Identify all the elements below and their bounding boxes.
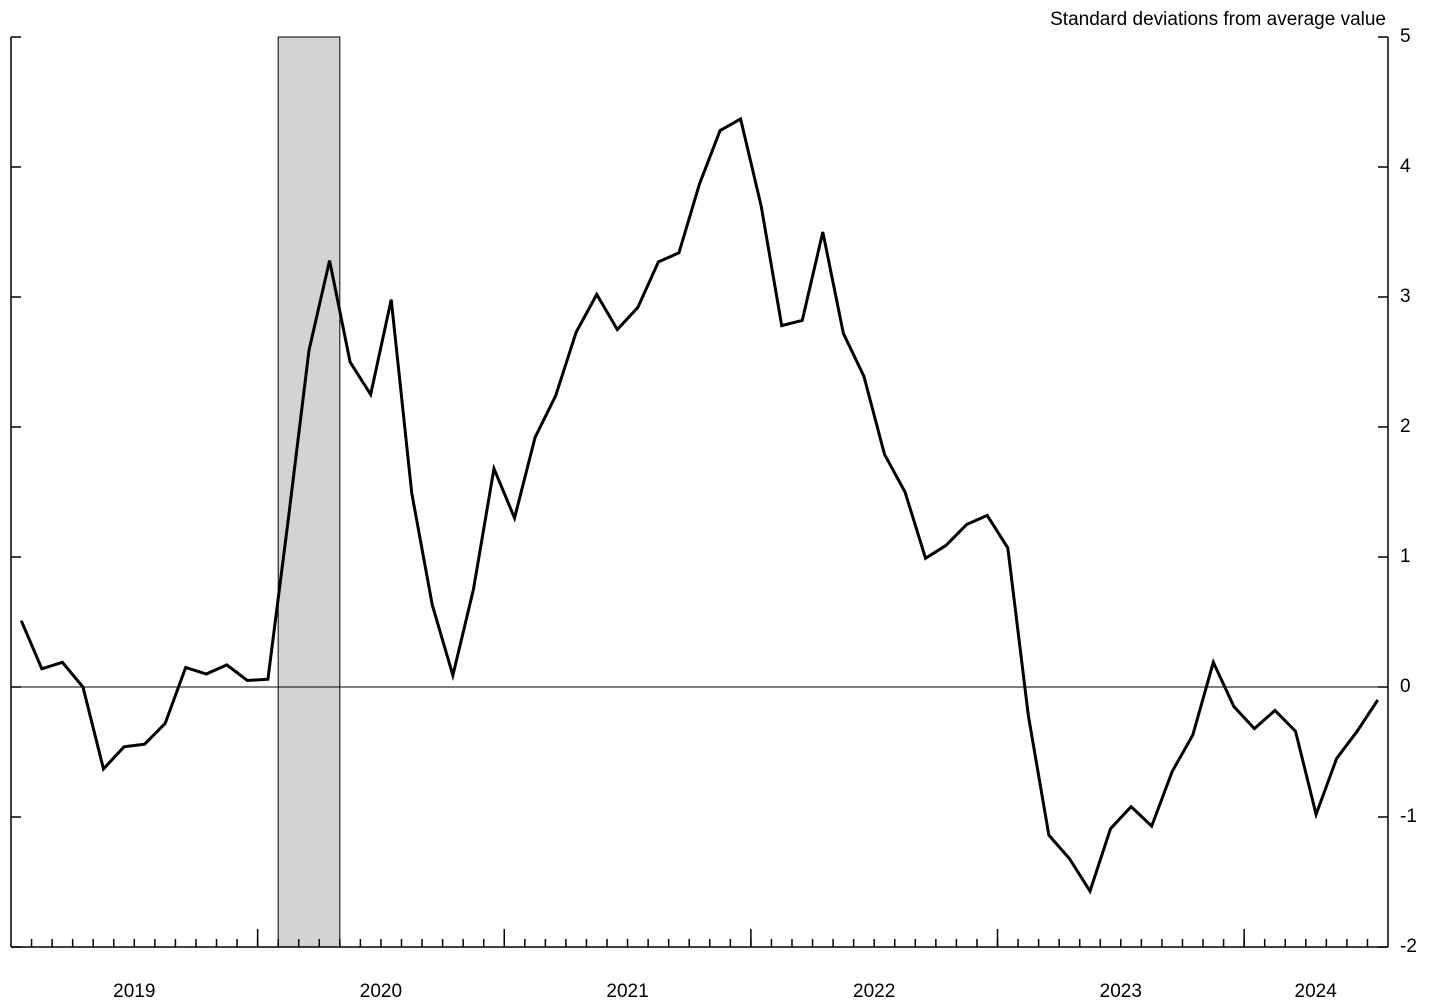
y-tick-label: 0 <box>1400 676 1411 697</box>
y-tick-label: 3 <box>1400 286 1411 307</box>
x-tick-label: 2022 <box>853 981 895 1002</box>
x-tick-label: 2024 <box>1295 981 1338 1002</box>
y-tick-label: 4 <box>1400 156 1411 177</box>
y-tick-label: -1 <box>1400 806 1417 827</box>
y-tick-label: -2 <box>1400 936 1417 957</box>
x-tick-label: 2021 <box>606 981 648 1002</box>
data-line <box>19 116 1379 895</box>
y-tick-label: 1 <box>1400 546 1411 567</box>
y-tick-label: 5 <box>1400 26 1411 47</box>
y-axis-label: Standard deviations from average value <box>1050 9 1386 30</box>
y-tick-label: 2 <box>1400 416 1411 437</box>
x-tick-label: 2020 <box>360 981 402 1002</box>
x-tick-label: 2019 <box>113 981 155 1002</box>
x-tick-label: 2023 <box>1100 981 1142 1002</box>
recession-band <box>277 36 341 948</box>
